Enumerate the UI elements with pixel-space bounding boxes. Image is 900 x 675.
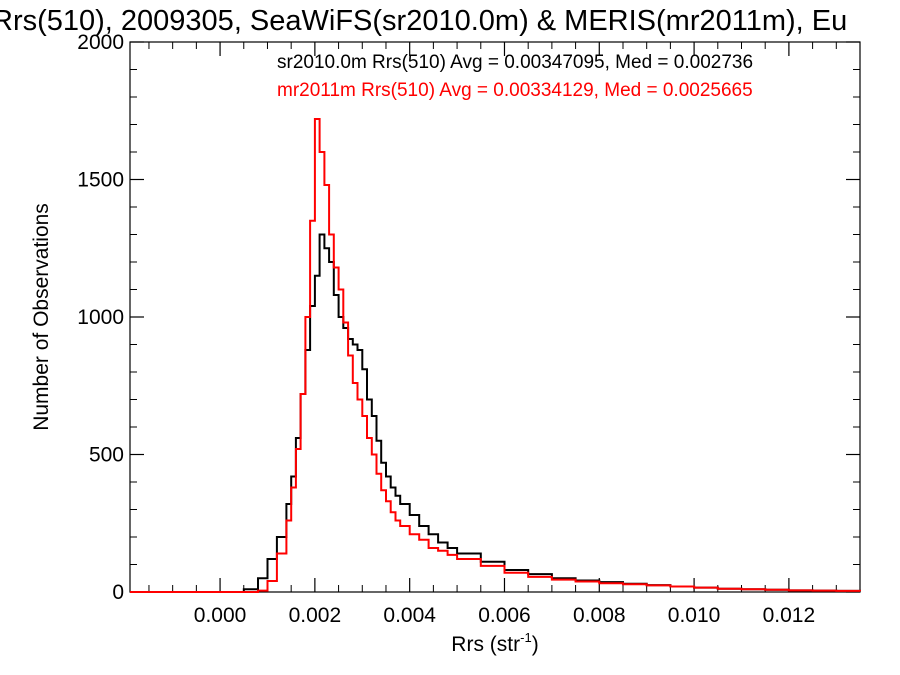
series-line-mr2011m xyxy=(130,118,861,593)
y-axis: 0 500 1000 1500 2000 xyxy=(77,31,860,604)
x-tick-label: 0.012 xyxy=(763,604,816,627)
plot-frame xyxy=(129,41,861,593)
series-layer xyxy=(130,118,861,593)
x-tick-label: 0.010 xyxy=(668,604,721,627)
y-tick-label: 1500 xyxy=(77,169,124,192)
x-axis: 0.000 0.002 0.004 0.006 0.008 0.010 0.012 xyxy=(148,42,861,627)
x-axis-label-close: ) xyxy=(532,633,539,656)
x-axis-label: Rrs (str-1) xyxy=(451,630,538,656)
x-axis-label-sup: -1 xyxy=(520,630,532,645)
x-tick-label: 0.006 xyxy=(478,604,531,627)
y-tick-label: 0 xyxy=(112,581,124,604)
x-axis-label-main: Rrs (str xyxy=(451,633,520,656)
x-tick-label: 0.002 xyxy=(289,604,342,627)
x-tick-label: 0.004 xyxy=(383,604,436,627)
y-axis-label: Number of Observations xyxy=(30,203,53,431)
y-tick-label: 1000 xyxy=(77,306,124,329)
legend-mr2011: mr2011m Rrs(510) Avg = 0.00334129, Med =… xyxy=(277,80,753,101)
y-tick-label: 2000 xyxy=(77,31,124,54)
legend-sr2010: sr2010.0m Rrs(510) Avg = 0.00347095, Med… xyxy=(277,52,753,73)
x-tick-label: 0.008 xyxy=(573,604,626,627)
series-line-sr2010.0m xyxy=(130,233,861,593)
y-tick-label: 500 xyxy=(89,444,124,467)
chart-title: Rrs(510), 2009305, SeaWiFS(sr2010.0m) & … xyxy=(0,5,847,37)
x-tick-label: 0.000 xyxy=(194,604,247,627)
